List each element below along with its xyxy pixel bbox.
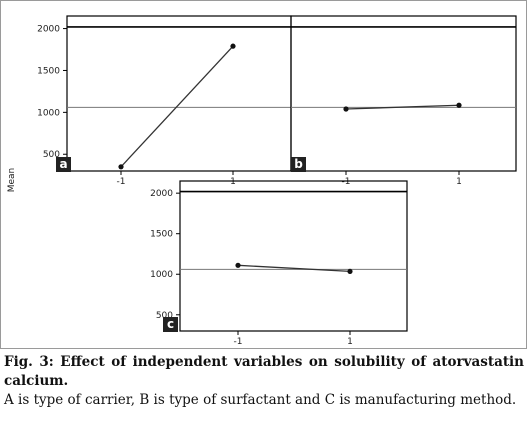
panel-a-point-1 bbox=[230, 43, 236, 49]
panel-a-xtick-label-0: -1 bbox=[117, 177, 126, 187]
panel-b-badge: b bbox=[291, 157, 306, 172]
panel-a-badge: a bbox=[56, 157, 71, 172]
panel-a-point-0 bbox=[118, 164, 124, 170]
panel-c-ytick-label-2000: 2000 bbox=[150, 189, 173, 199]
panel-c-series-line bbox=[237, 264, 351, 273]
panel-b-series-line bbox=[345, 104, 460, 110]
panel-b-point-1 bbox=[456, 102, 462, 108]
panel-c-point-0 bbox=[235, 262, 241, 268]
panel-b-point-0 bbox=[343, 106, 349, 112]
panel-c-badge: c bbox=[163, 317, 178, 332]
panel-c-point-1 bbox=[347, 268, 353, 275]
panel-a-frame bbox=[66, 15, 292, 172]
figure-caption: Fig. 3: Effect of independent variables … bbox=[4, 353, 524, 410]
panel-a-ytick-label-500: 500 bbox=[43, 150, 60, 160]
panel-c-ytick-label-500: 500 bbox=[156, 311, 173, 321]
panel-b-xtick-label-0: -1 bbox=[342, 177, 351, 187]
panel-c-ytick-label-1500: 1500 bbox=[150, 230, 173, 240]
panel-c-ytick-label-1000: 1000 bbox=[150, 270, 173, 280]
panel-c-frame bbox=[179, 180, 408, 332]
panel-a-ytick-label-1500: 1500 bbox=[37, 66, 60, 76]
panel-a-xtick-label-1: 1 bbox=[230, 177, 236, 187]
panel-a-series-line bbox=[120, 45, 234, 168]
panel-a-ytick-label-2000: 2000 bbox=[37, 25, 60, 35]
y-axis-label: Mean bbox=[7, 168, 17, 193]
figure-frame bbox=[0, 0, 527, 349]
panel-c-xtick-label-1: 1 bbox=[347, 337, 353, 347]
panel-b-frame bbox=[290, 15, 517, 172]
panel-a-ytick-label-1000: 1000 bbox=[37, 108, 60, 118]
caption-description: A is type of carrier, B is type of surfa… bbox=[4, 392, 517, 408]
caption-title: Fig. 3: Effect of independent variables … bbox=[4, 354, 524, 389]
panel-b-xtick-label-1: 1 bbox=[456, 177, 462, 187]
panel-c-xtick-label-0: -1 bbox=[234, 337, 243, 347]
